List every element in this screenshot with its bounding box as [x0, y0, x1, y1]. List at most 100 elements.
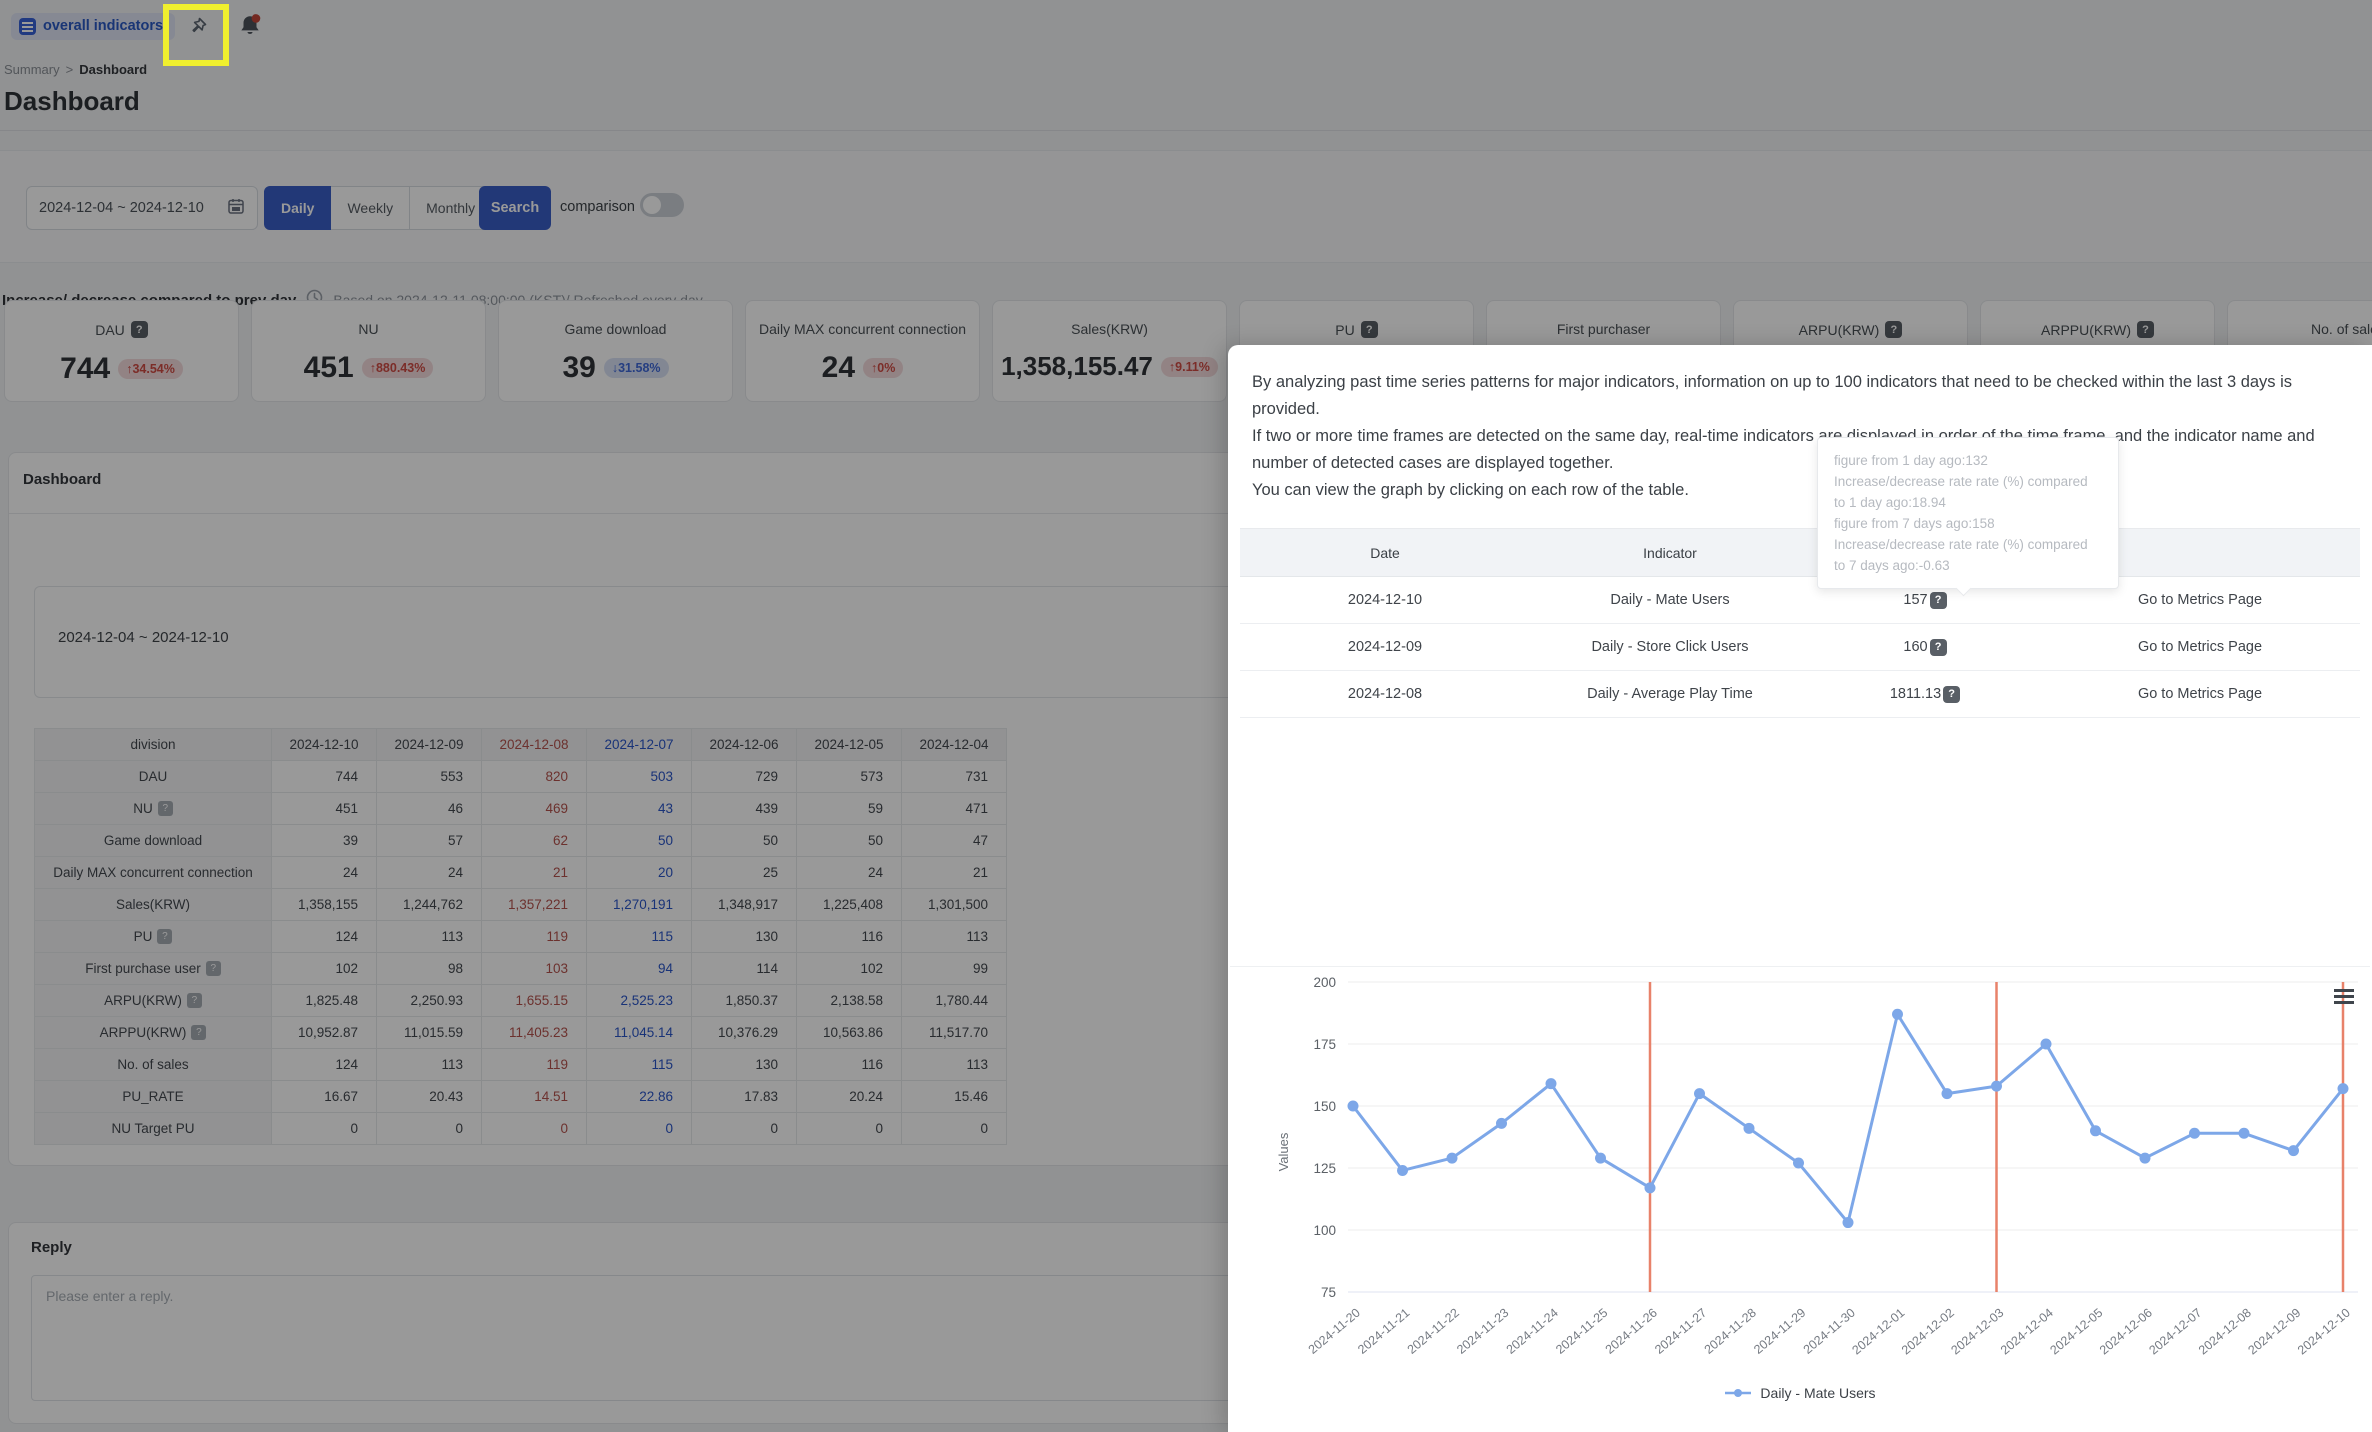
- cell-value: 46: [376, 792, 482, 825]
- cell-value: 17.83: [691, 1080, 797, 1113]
- granularity-daily-button[interactable]: Daily: [264, 186, 332, 230]
- tab-overall-indicators[interactable]: overall indicators: [11, 12, 176, 40]
- cell-value: 10,376.29: [691, 1016, 797, 1049]
- kpi-card-title: DAU?: [95, 321, 148, 338]
- kpi-delta-badge: ↑880.43%: [361, 358, 434, 378]
- cell-value: 24: [796, 856, 902, 889]
- x-tick-label: 2024-11-20: [1306, 1306, 1363, 1357]
- anomaly-indicator: Daily - Mate Users: [1610, 592, 1730, 608]
- cell-value: 39: [271, 824, 377, 857]
- y-tick-label: 75: [1321, 1285, 1336, 1300]
- anomaly-table-row[interactable]: 2024-12-09 Daily - Store Click Users 160? G…: [1240, 624, 2360, 671]
- modal-description-line: You can view the graph by clicking on ea…: [1252, 481, 1689, 499]
- help-icon[interactable]: ?: [2136, 321, 2154, 338]
- data-point: [1595, 1152, 1606, 1164]
- data-point: [1842, 1217, 1854, 1229]
- notification-bell-icon[interactable]: [237, 13, 263, 39]
- kpi-card[interactable]: NU 451 ↑880.43%: [251, 300, 486, 402]
- table-row[interactable]: First purchase user? 102 98 103 94 114 102 99: [34, 952, 1007, 985]
- kpi-card-title: PU?: [1335, 321, 1378, 338]
- table-row[interactable]: DAU 744 553 820 503 729 573 731: [34, 760, 1007, 793]
- cell-value: 439: [691, 792, 797, 825]
- go-to-metrics-link[interactable]: Go to Metrics Page: [2137, 686, 2263, 702]
- table-row[interactable]: ARPPU(KRW)? 10,952.87 11,015.59 11,405.23 11…: [34, 1016, 1007, 1049]
- search-button[interactable]: Search: [479, 186, 551, 230]
- cell-value: 0: [586, 1112, 692, 1145]
- anomaly-table-header: Date Indicator: [1240, 529, 2360, 577]
- date-range-value: 2024-12-04 ~ 2024-12-10: [39, 200, 204, 216]
- data-point: [2337, 1083, 2349, 1095]
- help-icon[interactable]: ?: [1929, 591, 1947, 609]
- kpi-value-row: 1,358,155.47 ↑9.11%: [1001, 351, 1218, 382]
- pin-icon[interactable]: [189, 17, 207, 35]
- y-axis-label: Values: [1276, 1132, 1291, 1171]
- table-row[interactable]: No. of sales 124 113 119 115 130 116 113: [34, 1048, 1007, 1081]
- granularity-segment: Daily Weekly Monthly: [264, 186, 493, 230]
- date-range-input[interactable]: 2024-12-04 ~ 2024-12-10: [26, 186, 258, 230]
- help-icon[interactable]: ?: [130, 321, 148, 338]
- kpi-delta-badge: ↑9.11%: [1160, 356, 1218, 377]
- data-point: [1644, 1182, 1656, 1194]
- row-label: NU?: [34, 792, 272, 825]
- kpi-card-title: First purchaser: [1557, 321, 1650, 337]
- kpi-value: 1,358,155.47: [1001, 351, 1153, 381]
- data-point: [2288, 1145, 2299, 1157]
- help-icon[interactable]: ?: [1360, 321, 1378, 338]
- cell-value: 124: [271, 1048, 377, 1081]
- x-tick-label: 2024-12-05: [2047, 1306, 2105, 1358]
- comparison-toggle[interactable]: [640, 193, 684, 217]
- help-icon[interactable]: ?: [1885, 321, 1903, 338]
- anomaly-indicator: Daily - Average Play Time: [1587, 686, 1753, 702]
- chart-menu-icon[interactable]: [2334, 989, 2354, 1005]
- help-icon[interactable]: ?: [1929, 638, 1947, 656]
- data-point: [1496, 1117, 1507, 1129]
- x-tick-label: 2024-12-09: [2245, 1306, 2303, 1358]
- x-tick-label: 2024-11-21: [1355, 1306, 1412, 1357]
- anomaly-indicator: Daily - Store Click Users: [1591, 639, 1749, 655]
- cell-value: 50: [586, 824, 692, 857]
- breadcrumb-parent[interactable]: Summary: [4, 62, 60, 77]
- x-tick-label: 2024-12-03: [1948, 1306, 2006, 1358]
- help-icon[interactable]: ?: [1943, 685, 1961, 703]
- toggle-knob: [643, 196, 661, 214]
- filter-panel: 2024-12-04 ~ 2024-12-10 Daily Weekly Month…: [0, 150, 2372, 263]
- kpi-card-title: Daily MAX concurrent connection: [759, 321, 966, 337]
- table-row[interactable]: Sales(KRW) 1,358,155 1,244,762 1,357,221 1,2…: [34, 888, 1007, 921]
- kpi-value: 39: [562, 351, 596, 384]
- calendar-icon[interactable]: [227, 197, 245, 219]
- anomaly-value: 160?: [1810, 624, 2040, 670]
- x-tick-label: 2024-12-07: [2146, 1306, 2204, 1358]
- table-row[interactable]: NU Target PU 0 0 0 0 0 0 0: [34, 1112, 1007, 1145]
- chart-legend[interactable]: Daily - Mate Users: [1228, 1385, 2372, 1401]
- kpi-card[interactable]: Game download 39 ↓31.58%: [498, 300, 733, 402]
- anomaly-table-row[interactable]: 2024-12-08 Daily - Average Play Time 1811.…: [1240, 671, 2360, 718]
- kpi-card[interactable]: Sales(KRW) 1,358,155.47 ↑9.11%: [992, 300, 1227, 402]
- granularity-monthly-button[interactable]: Monthly: [410, 186, 493, 230]
- granularity-weekly-button[interactable]: Weekly: [331, 186, 411, 230]
- cell-value: 119: [481, 920, 587, 953]
- row-label: DAU: [34, 760, 272, 793]
- kpi-card[interactable]: Daily MAX concurrent connection 24 ↑0%: [745, 300, 980, 402]
- modal-description-line: If two or more time frames are detected …: [1252, 427, 2315, 472]
- table-row[interactable]: ARPU(KRW)? 1,825.48 2,250.93 1,655.15 2,525.…: [34, 984, 1007, 1017]
- x-tick-label: 2024-11-24: [1504, 1306, 1561, 1357]
- go-to-metrics-link[interactable]: Go to Metrics Page: [2137, 592, 2263, 608]
- table-row[interactable]: NU? 451 46 469 43 439 59 471: [34, 792, 1007, 825]
- cell-value: 21: [481, 856, 587, 889]
- cell-value: 553: [376, 760, 482, 793]
- table-row[interactable]: Daily MAX concurrent connection 24 24 21 20 2…: [34, 856, 1007, 889]
- data-point: [2139, 1152, 2151, 1164]
- table-row[interactable]: Game download 39 57 62 50 50 50 47: [34, 824, 1007, 857]
- period-label: 2024-12-04 ~ 2024-12-10: [58, 629, 229, 646]
- row-label: Game download: [34, 824, 272, 857]
- kpi-card[interactable]: DAU? 744 ↑34.54%: [4, 300, 239, 402]
- table-row[interactable]: PU? 124 113 119 115 130 116 113: [34, 920, 1007, 953]
- x-tick-label: 2024-11-30: [1801, 1306, 1858, 1357]
- go-to-metrics-link[interactable]: Go to Metrics Page: [2137, 639, 2263, 655]
- cell-value: 116: [796, 920, 902, 953]
- kpi-card-title: Game download: [565, 321, 667, 337]
- anomaly-detection-modal: By analyzing past time series patterns f…: [1228, 345, 2372, 1432]
- kpi-card-label: No. of sale: [2311, 321, 2372, 337]
- anomaly-table-row[interactable]: 2024-12-10 Daily - Mate Users 157? Go to Me…: [1240, 577, 2360, 624]
- anomaly-value: 1811.13?: [1810, 671, 2040, 717]
